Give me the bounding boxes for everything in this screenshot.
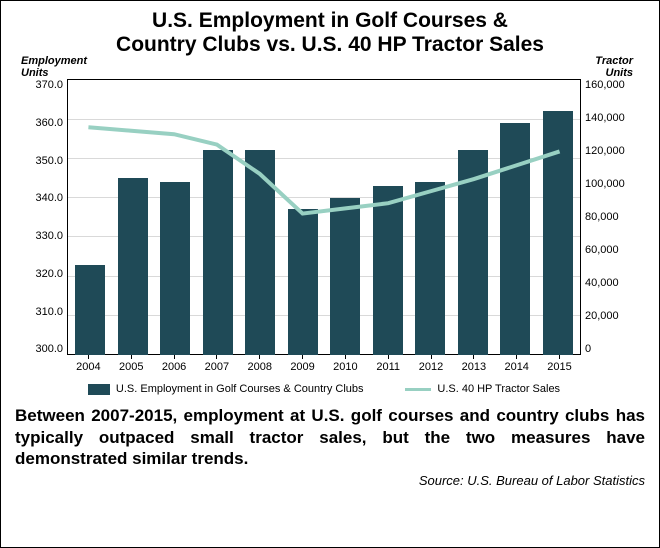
bar (245, 150, 275, 355)
bar-slot (537, 79, 580, 355)
chart-title: U.S. Employment in Golf Courses & Countr… (15, 9, 645, 57)
chart-card: U.S. Employment in Golf Courses & Countr… (0, 0, 660, 548)
bar-slot (324, 79, 367, 355)
x-ticks (67, 355, 581, 359)
bar-slot (409, 79, 452, 355)
y-right-tick-labels: 160,000140,000120,000100,00080,00060,000… (585, 79, 639, 355)
bar-slot (69, 79, 112, 355)
bar (373, 186, 403, 356)
bar-slot (239, 79, 282, 355)
source-text: Source: U.S. Bureau of Labor Statistics (15, 473, 645, 488)
title-line-2: Country Clubs vs. U.S. 40 HP Tractor Sal… (116, 33, 544, 56)
bar-slot (197, 79, 240, 355)
bar (415, 182, 445, 355)
bar (458, 150, 488, 355)
bar (543, 111, 573, 355)
title-line-1: U.S. Employment in Golf Courses & (152, 9, 508, 32)
bar-slot (452, 79, 495, 355)
chart-area: Employment Units Tractor Units 370.0360.… (21, 61, 639, 391)
y-left-tick-labels: 370.0360.0350.0340.0330.0320.0310.0300.0 (21, 79, 63, 355)
bar-slot (494, 79, 537, 355)
bar (118, 178, 148, 355)
bar (500, 123, 530, 356)
bar-slot (367, 79, 410, 355)
bar (160, 182, 190, 355)
y-left-axis-title: Employment Units (21, 55, 81, 79)
legend: U.S. Employment in Golf Courses & Countr… (67, 383, 581, 395)
y-right-axis-title: Tractor Units (583, 55, 633, 79)
caption-text: Between 2007-2015, employment at U.S. go… (15, 405, 645, 469)
bar-slot (282, 79, 325, 355)
bar (75, 265, 105, 356)
legend-item-line: U.S. 40 HP Tractor Sales (405, 383, 560, 395)
bar-slot (112, 79, 155, 355)
legend-bars-label: U.S. Employment in Golf Courses & Countr… (116, 383, 364, 395)
line-swatch-icon (405, 388, 431, 391)
legend-line-label: U.S. 40 HP Tractor Sales (437, 383, 560, 395)
bar (203, 150, 233, 355)
x-axis-labels: 2004200520062007200820092010201120122013… (67, 361, 581, 373)
legend-item-bars: U.S. Employment in Golf Courses & Countr… (88, 383, 364, 395)
bar-slot (154, 79, 197, 355)
bar (288, 209, 318, 355)
bar-series (67, 79, 581, 355)
bar-swatch-icon (88, 384, 110, 395)
bar (330, 198, 360, 356)
